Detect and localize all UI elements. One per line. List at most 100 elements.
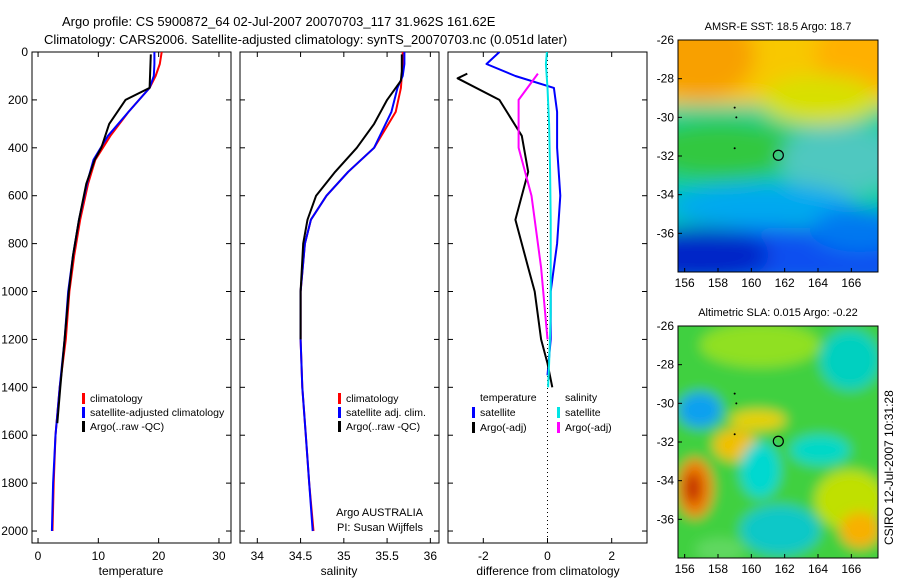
map-y-tick-label: -34 <box>657 474 675 488</box>
map-y-tick-label: -36 <box>657 512 675 526</box>
sst-map-panel: AMSR-E SST: 18.5 Argo: 18.7 156 158 160 162… <box>657 21 879 290</box>
track-dot <box>733 106 736 109</box>
series-salinity-argo-adj <box>517 73 549 340</box>
depth-axis: 0 200 400 600 800 1000 1200 1400 1600 1800 2000 <box>1 45 231 538</box>
difference-panel: -2 0 2 difference from climatology tempera… <box>447 51 648 578</box>
salinity-legend: climatology satellite adj. clim. Argo(..ra… <box>338 393 426 433</box>
legend-label: Argo(-adj) <box>565 422 612 434</box>
legend-swatch <box>82 421 85 432</box>
map-x-tick-label: 158 <box>708 562 728 576</box>
map-y-tick-label: -28 <box>657 72 675 86</box>
sla-map-marks <box>733 392 784 447</box>
y-tick-label: 1400 <box>1 380 28 394</box>
salinity-x-axis: 34 34.5 35 35.5 36 <box>251 52 438 563</box>
salinity-axes-frame <box>239 51 440 544</box>
legend-label: climatology <box>90 393 143 405</box>
y-tick-label: 400 <box>8 141 28 155</box>
sla-map-ticks: 156 158 160 162 164 166 -26 -28 -30 -32 -34 -36 <box>657 319 862 576</box>
x-tick-label: 35 <box>337 549 351 563</box>
map-x-tick-label: 160 <box>741 276 761 290</box>
track-dot <box>733 147 736 150</box>
series-argo-raw-qc <box>299 54 403 340</box>
temperature-panel: 0 200 400 600 800 1000 1200 1400 1600 1800 2000 0 1… <box>1 45 232 578</box>
legend-swatch <box>472 407 475 418</box>
temperature-legend: climatology satellite-adjusted climatolog… <box>82 393 225 433</box>
x-tick-label: 2 <box>608 549 615 563</box>
sla-heatmap <box>678 326 878 558</box>
sst-map-ticks: 156 158 160 162 164 166 -26 -28 -30 -32 -34 -36 <box>657 33 862 290</box>
x-tick-label: 20 <box>152 549 166 563</box>
y-tick-label: 800 <box>8 237 28 251</box>
argo-credit-line-2: PI: Susan Wijffels <box>337 522 423 534</box>
map-y-tick-label: -32 <box>657 149 675 163</box>
y-tick-label: 1200 <box>1 332 28 346</box>
map-x-tick-label: 156 <box>675 562 695 576</box>
sla-map-title: Altimetric SLA: 0.015 Argo: -0.22 <box>698 307 858 319</box>
difference-series <box>456 52 562 543</box>
series-argo-raw-qc <box>56 54 152 424</box>
x-tick-label: 36 <box>424 549 438 563</box>
series-temperature-argo-adj <box>456 72 554 388</box>
legend-label: Argo(..raw -QC) <box>346 421 420 433</box>
float-position-marker <box>772 435 784 447</box>
x-tick-label: 35.5 <box>375 549 399 563</box>
y-tick-label: 200 <box>8 93 28 107</box>
x-tick-label: 30 <box>212 549 226 563</box>
legend-label: satellite adj. clim. <box>346 407 426 419</box>
x-tick-label: 0 <box>544 549 551 563</box>
map-y-tick-label: -26 <box>657 33 675 47</box>
track-dot <box>735 116 738 119</box>
difference-xlabel: difference from climatology <box>476 564 619 578</box>
temperature-xlabel: temperature <box>99 564 164 578</box>
legend-swatch <box>338 421 341 432</box>
map-x-tick-label: 166 <box>841 562 861 576</box>
map-y-tick-label: -26 <box>657 319 675 333</box>
salinity-panel: 34 34.5 35 35.5 36 salinity climatology satel… <box>239 51 440 578</box>
legend-swatch <box>82 407 85 418</box>
map-x-tick-label: 160 <box>741 562 761 576</box>
salinity-series <box>299 52 406 532</box>
legend-label: satellite-adjusted climatology <box>90 407 225 419</box>
argo-credit-line-1: Argo AUSTRALIA <box>336 507 423 519</box>
title-line-1: Argo profile: CS 5900872_64 02-Jul-2007 … <box>62 14 496 29</box>
temperature-x-axis: 0 10 20 30 <box>35 52 226 563</box>
x-tick-label: 0 <box>35 549 42 563</box>
map-x-tick-label: 164 <box>808 276 828 290</box>
difference-x-axis: -2 0 2 <box>478 52 615 563</box>
map-y-tick-label: -28 <box>657 358 675 372</box>
sla-map-panel: Altimetric SLA: 0.015 Argo: -0.22 156 158… <box>657 307 879 576</box>
difference-depth-ticks <box>448 51 647 532</box>
legend-group-title: salinity <box>565 392 598 404</box>
salinity-xlabel: salinity <box>321 564 358 578</box>
map-x-tick-label: 162 <box>775 276 795 290</box>
sst-heatmap <box>678 40 878 272</box>
map-x-tick-label: 162 <box>775 562 795 576</box>
y-tick-label: 0 <box>21 45 28 59</box>
map-y-tick-label: -30 <box>657 110 675 124</box>
y-tick-label: 2000 <box>1 524 28 538</box>
temperature-axes-frame <box>31 51 232 544</box>
legend-group-title: temperature <box>480 392 537 404</box>
legend-swatch <box>472 422 475 433</box>
x-tick-label: 34.5 <box>289 549 313 563</box>
csiro-timestamp: CSIRO 12-Jul-2007 10:31:28 <box>882 390 896 545</box>
map-x-tick-label: 156 <box>675 276 695 290</box>
legend-label: satellite <box>565 407 601 419</box>
title-line-2: Climatology: CARS2006. Satellite-adjuste… <box>44 32 567 47</box>
map-x-tick-label: 164 <box>808 562 828 576</box>
legend-label: climatology <box>346 393 399 405</box>
legend-swatch <box>338 393 341 404</box>
x-tick-label: 34 <box>251 549 265 563</box>
map-y-tick-label: -32 <box>657 435 675 449</box>
y-tick-label: 1800 <box>1 476 28 490</box>
x-tick-label: 10 <box>92 549 106 563</box>
track-dot <box>733 433 736 436</box>
y-tick-label: 1600 <box>1 428 28 442</box>
map-y-tick-label: -30 <box>657 396 675 410</box>
sst-map-marks <box>733 106 784 161</box>
map-y-tick-label: -34 <box>657 188 675 202</box>
float-position-marker <box>772 149 784 161</box>
legend-swatch <box>338 407 341 418</box>
y-tick-label: 1000 <box>1 285 28 299</box>
